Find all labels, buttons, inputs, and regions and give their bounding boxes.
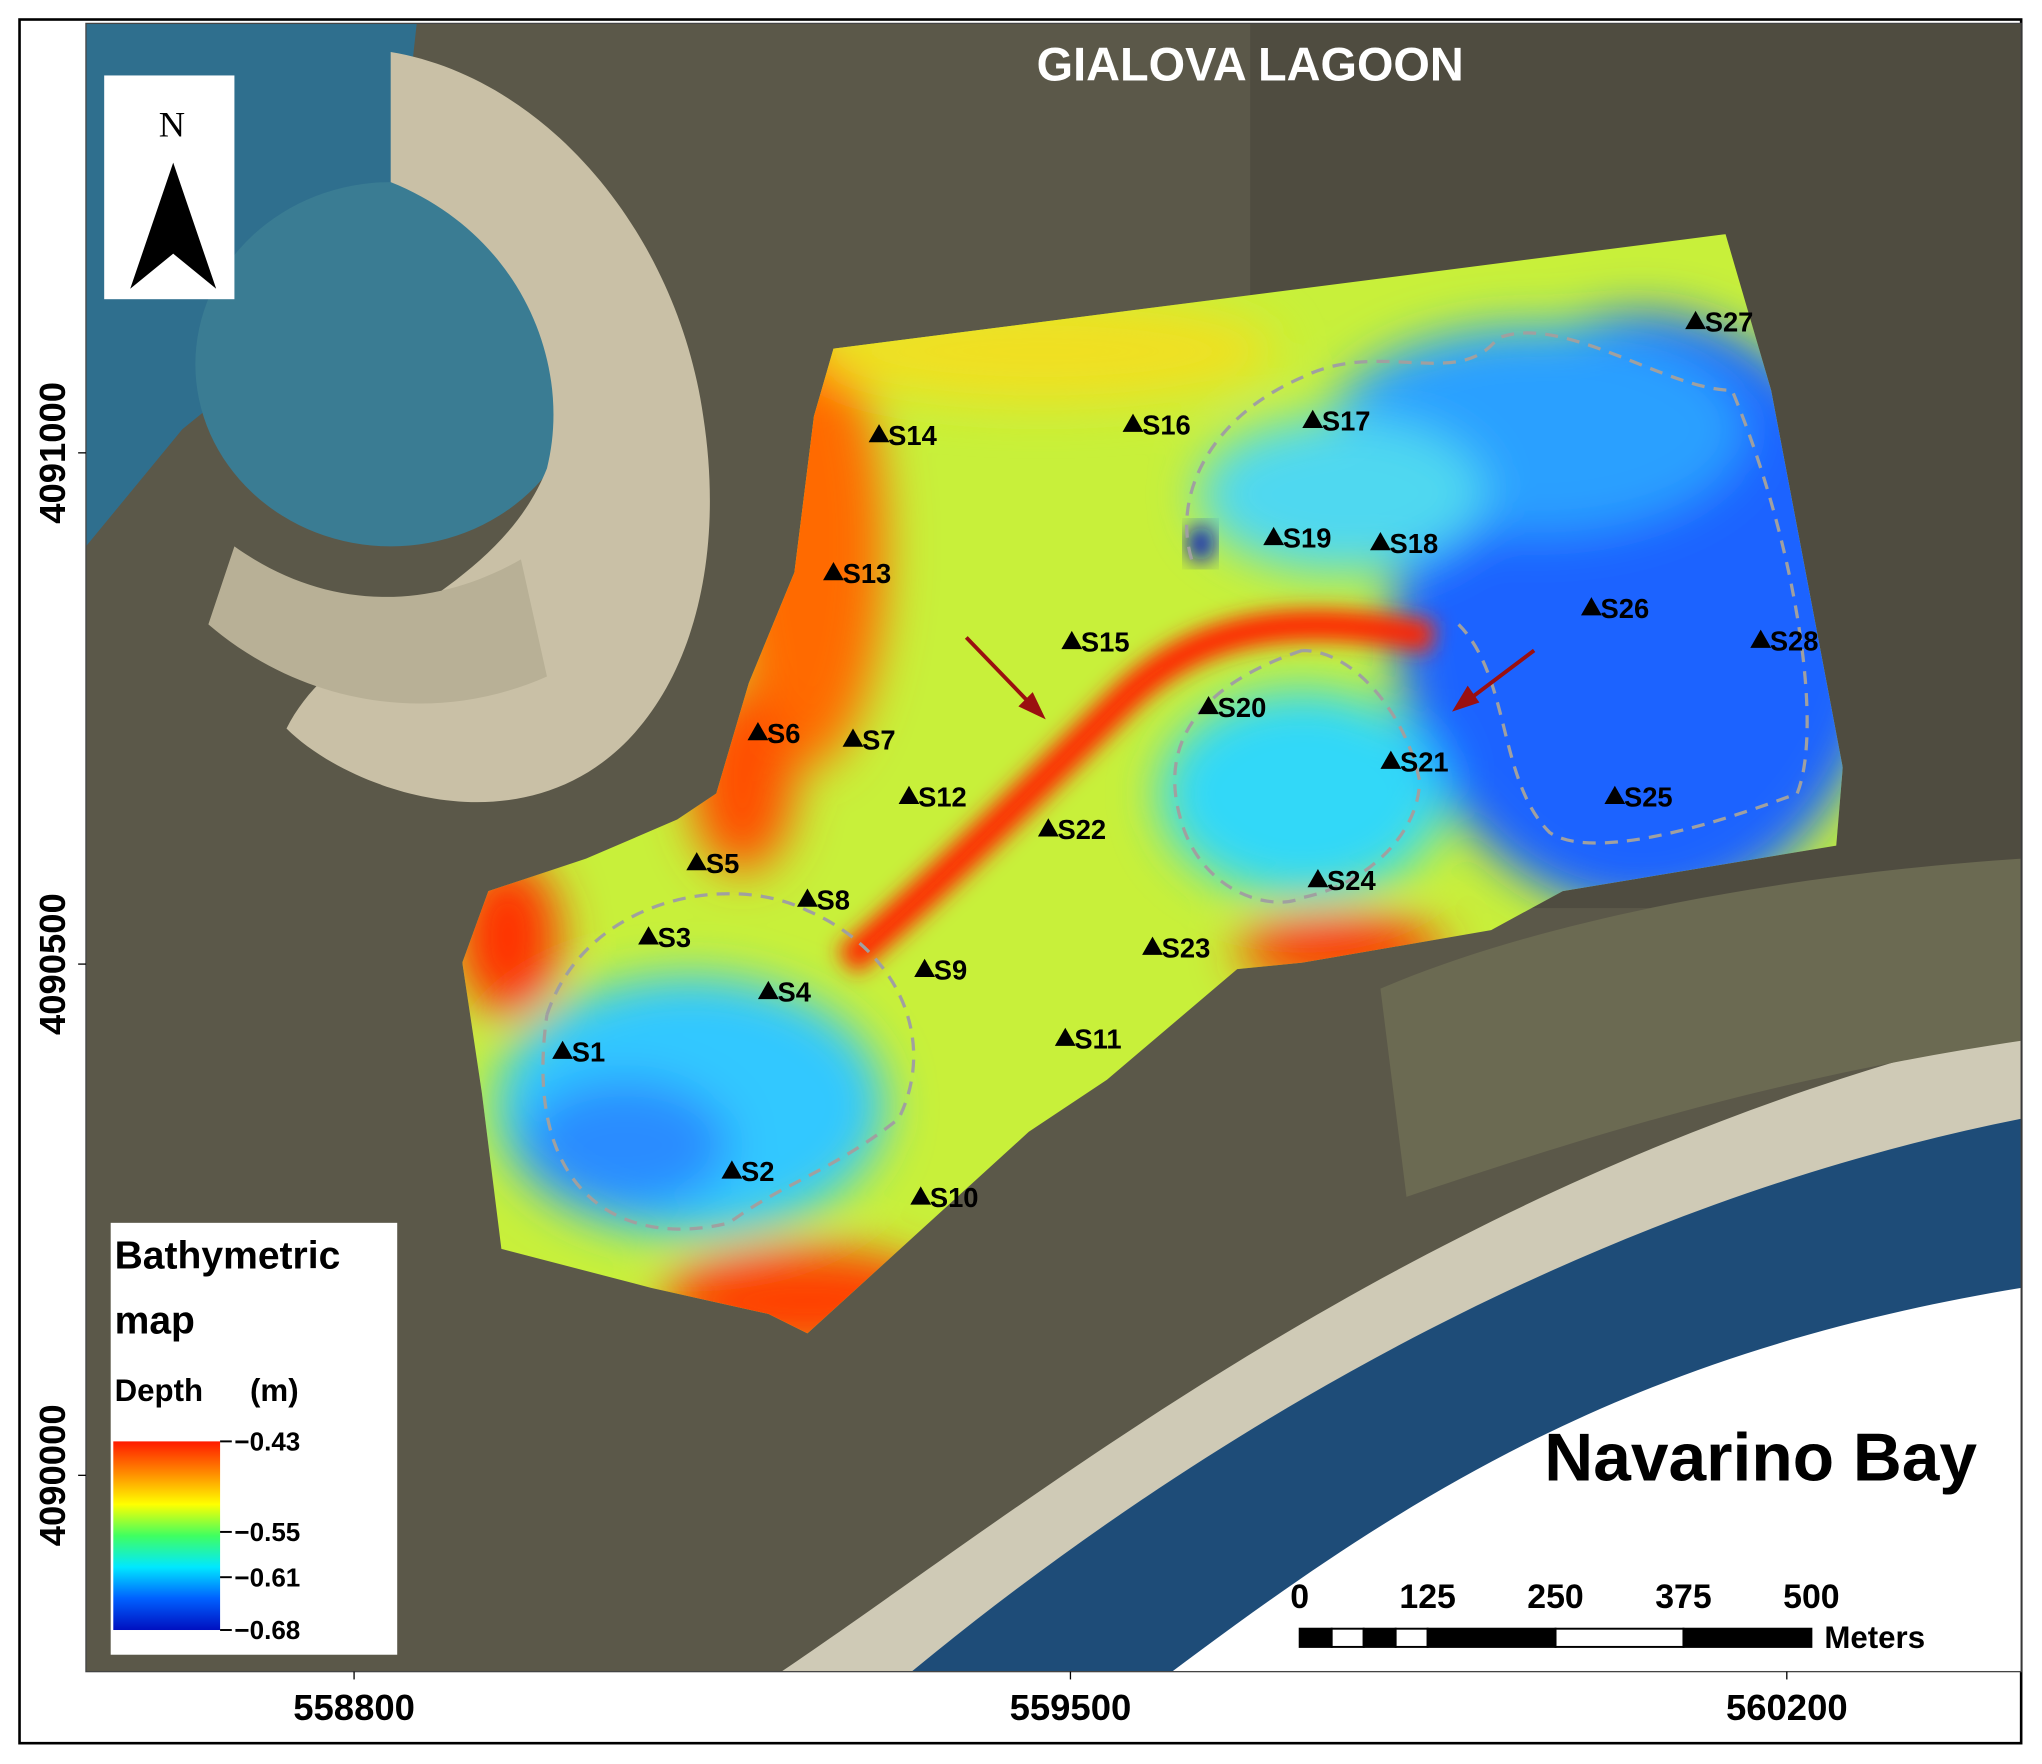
station-marker (1370, 532, 1391, 551)
legend-tick-label: −0.61 (234, 1562, 300, 1592)
station-label: S9 (934, 955, 967, 986)
station-label: S2 (741, 1156, 774, 1187)
station-marker (868, 424, 890, 443)
station-marker (1580, 597, 1602, 616)
scale-bar-label: 125 (1399, 1578, 1455, 1616)
station-marker (823, 561, 844, 581)
legend-tick-label: −0.55 (234, 1517, 300, 1547)
station-marker (1198, 695, 1219, 715)
station-label: S20 (1218, 692, 1267, 723)
station-label: S4 (777, 977, 811, 1008)
station-label: S26 (1601, 593, 1650, 624)
map-title: GIALOVA LAGOON (1037, 39, 1464, 91)
scale-bar-segment (1362, 1627, 1397, 1648)
station-label: S25 (1624, 782, 1673, 813)
station-label: S17 (1322, 406, 1371, 437)
station-label: S24 (1327, 865, 1376, 896)
legend-title: map (115, 1299, 195, 1342)
legend-depth-label: Depth (115, 1373, 204, 1408)
legend-title: Bathymetric (115, 1234, 341, 1277)
station-marker (1037, 818, 1059, 837)
station-marker (1263, 526, 1285, 546)
station-marker (1380, 750, 1402, 769)
station-marker (1604, 785, 1626, 804)
station-label: S23 (1162, 932, 1211, 963)
station-label: S5 (706, 848, 739, 879)
station-label: S18 (1390, 528, 1439, 559)
station-label: S10 (930, 1182, 979, 1213)
station-label: S19 (1283, 523, 1332, 554)
legend-unit-label: (m) (250, 1373, 299, 1408)
station-marker (757, 980, 779, 1000)
scale-bar-label: 250 (1527, 1578, 1583, 1616)
scale-bar-segment (1298, 1627, 1333, 1648)
station-marker (797, 888, 818, 907)
station-marker (1302, 409, 1324, 428)
scale-bar-segment (1330, 1627, 1365, 1648)
station-label: S14 (888, 420, 937, 451)
scale-bar-label: 375 (1655, 1578, 1711, 1616)
map-frame (85, 22, 2022, 1673)
station-marker (1750, 629, 1772, 648)
station-label: S13 (843, 558, 892, 589)
scale-bar-unit: Meters (1824, 1620, 1925, 1655)
station-label: S12 (918, 782, 967, 813)
color-bar (113, 1441, 221, 1631)
station-label: S1 (572, 1037, 605, 1068)
legend-tick-label: −0.68 (234, 1615, 300, 1645)
north-label: N (159, 105, 185, 145)
station-marker (747, 721, 769, 741)
station-label: S6 (767, 718, 800, 749)
flow-arrows (964, 636, 1536, 720)
station-label: S28 (1770, 625, 1819, 656)
station-marker (1054, 1027, 1076, 1046)
station-label: S3 (658, 922, 691, 953)
station-label: S21 (1400, 746, 1449, 777)
station-marker (1685, 310, 1707, 330)
station-marker (1307, 868, 1329, 888)
y-tick-label: 4090500 (32, 893, 73, 1035)
scale-bar-segment (1394, 1627, 1429, 1648)
station-marker (1061, 630, 1083, 650)
scale-bar-label: 500 (1783, 1578, 1839, 1616)
station-label: S16 (1142, 410, 1191, 441)
station-label: S15 (1081, 627, 1130, 658)
station-marker (638, 926, 659, 945)
y-tick-label: 4090000 (32, 1404, 73, 1546)
y-tick-label: 4091000 (32, 382, 73, 524)
station-marker (842, 728, 864, 747)
scale-bar-segment (1682, 1627, 1813, 1648)
scale-bar-label: 0 (1290, 1578, 1309, 1616)
station-label: S11 (1074, 1024, 1121, 1055)
station-label: S22 (1057, 814, 1106, 845)
station-marker (898, 785, 920, 804)
scale-bar-segment (1426, 1627, 1557, 1648)
station-marker (914, 958, 936, 977)
station-marker (686, 852, 708, 871)
station-marker (721, 1160, 743, 1179)
station-label: S27 (1705, 307, 1754, 338)
legend: Bathymetric map Depth (m) −0.43 −0.55 −0.6… (110, 1222, 398, 1655)
satellite-background (85, 23, 2022, 1672)
north-arrow (130, 162, 217, 289)
station-marker (910, 1186, 932, 1205)
station-label: S7 (862, 724, 895, 755)
x-tick-label: 558800 (293, 1687, 415, 1728)
legend-tick-label: −0.43 (234, 1426, 300, 1456)
station-marker (1142, 936, 1163, 955)
station-label: S8 (817, 884, 850, 915)
station-marker (552, 1040, 574, 1059)
station-marker (1122, 413, 1144, 432)
place-label: Navarino Bay (1544, 1420, 1977, 1495)
x-tick-label: 559500 (1010, 1687, 1132, 1728)
scale-bar-segment (1554, 1627, 1685, 1648)
x-tick-label: 560200 (1726, 1687, 1848, 1728)
